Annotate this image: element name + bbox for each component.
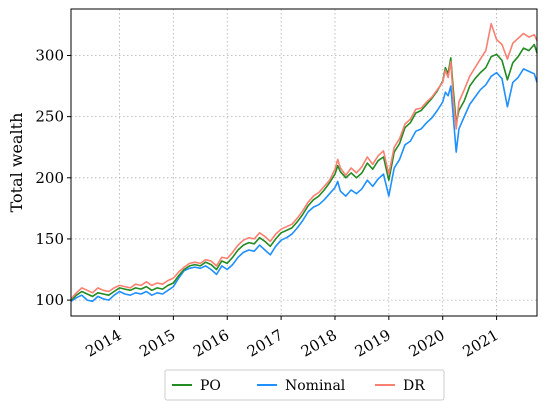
x-tick-label: 2021 [460,326,502,361]
y-axis-label: Total wealth [7,113,26,213]
y-tick-label: 100 [35,291,64,309]
legend-label-po: PO [200,378,221,394]
x-tick-label: 2018 [298,326,340,361]
x-tick-label: 2019 [352,326,394,361]
legend-label-nominal: Nominal [285,378,346,394]
axis-ticks: 2014 2015 2016 2017 2018 2019 2020 2021 100 150 20… [35,46,501,360]
y-tick-label: 300 [35,46,64,64]
series-line-nominal [70,68,538,303]
series-lines [70,22,538,303]
legend: PO Nominal DR [164,369,445,401]
x-tick-label: 2017 [244,326,286,361]
grid-lines [71,9,537,316]
x-tick-label: 2014 [82,326,124,361]
legend-box [164,369,445,401]
plot-frame [70,8,538,317]
y-tick-label: 150 [35,230,64,248]
y-tick-label: 250 [35,108,64,126]
x-tick-label: 2020 [406,326,448,361]
y-tick-label: 200 [35,169,64,187]
x-tick-label: 2016 [190,326,232,361]
series-line-dr [70,22,538,300]
legend-label-dr: DR [403,378,425,394]
x-tick-label: 2015 [136,326,178,361]
